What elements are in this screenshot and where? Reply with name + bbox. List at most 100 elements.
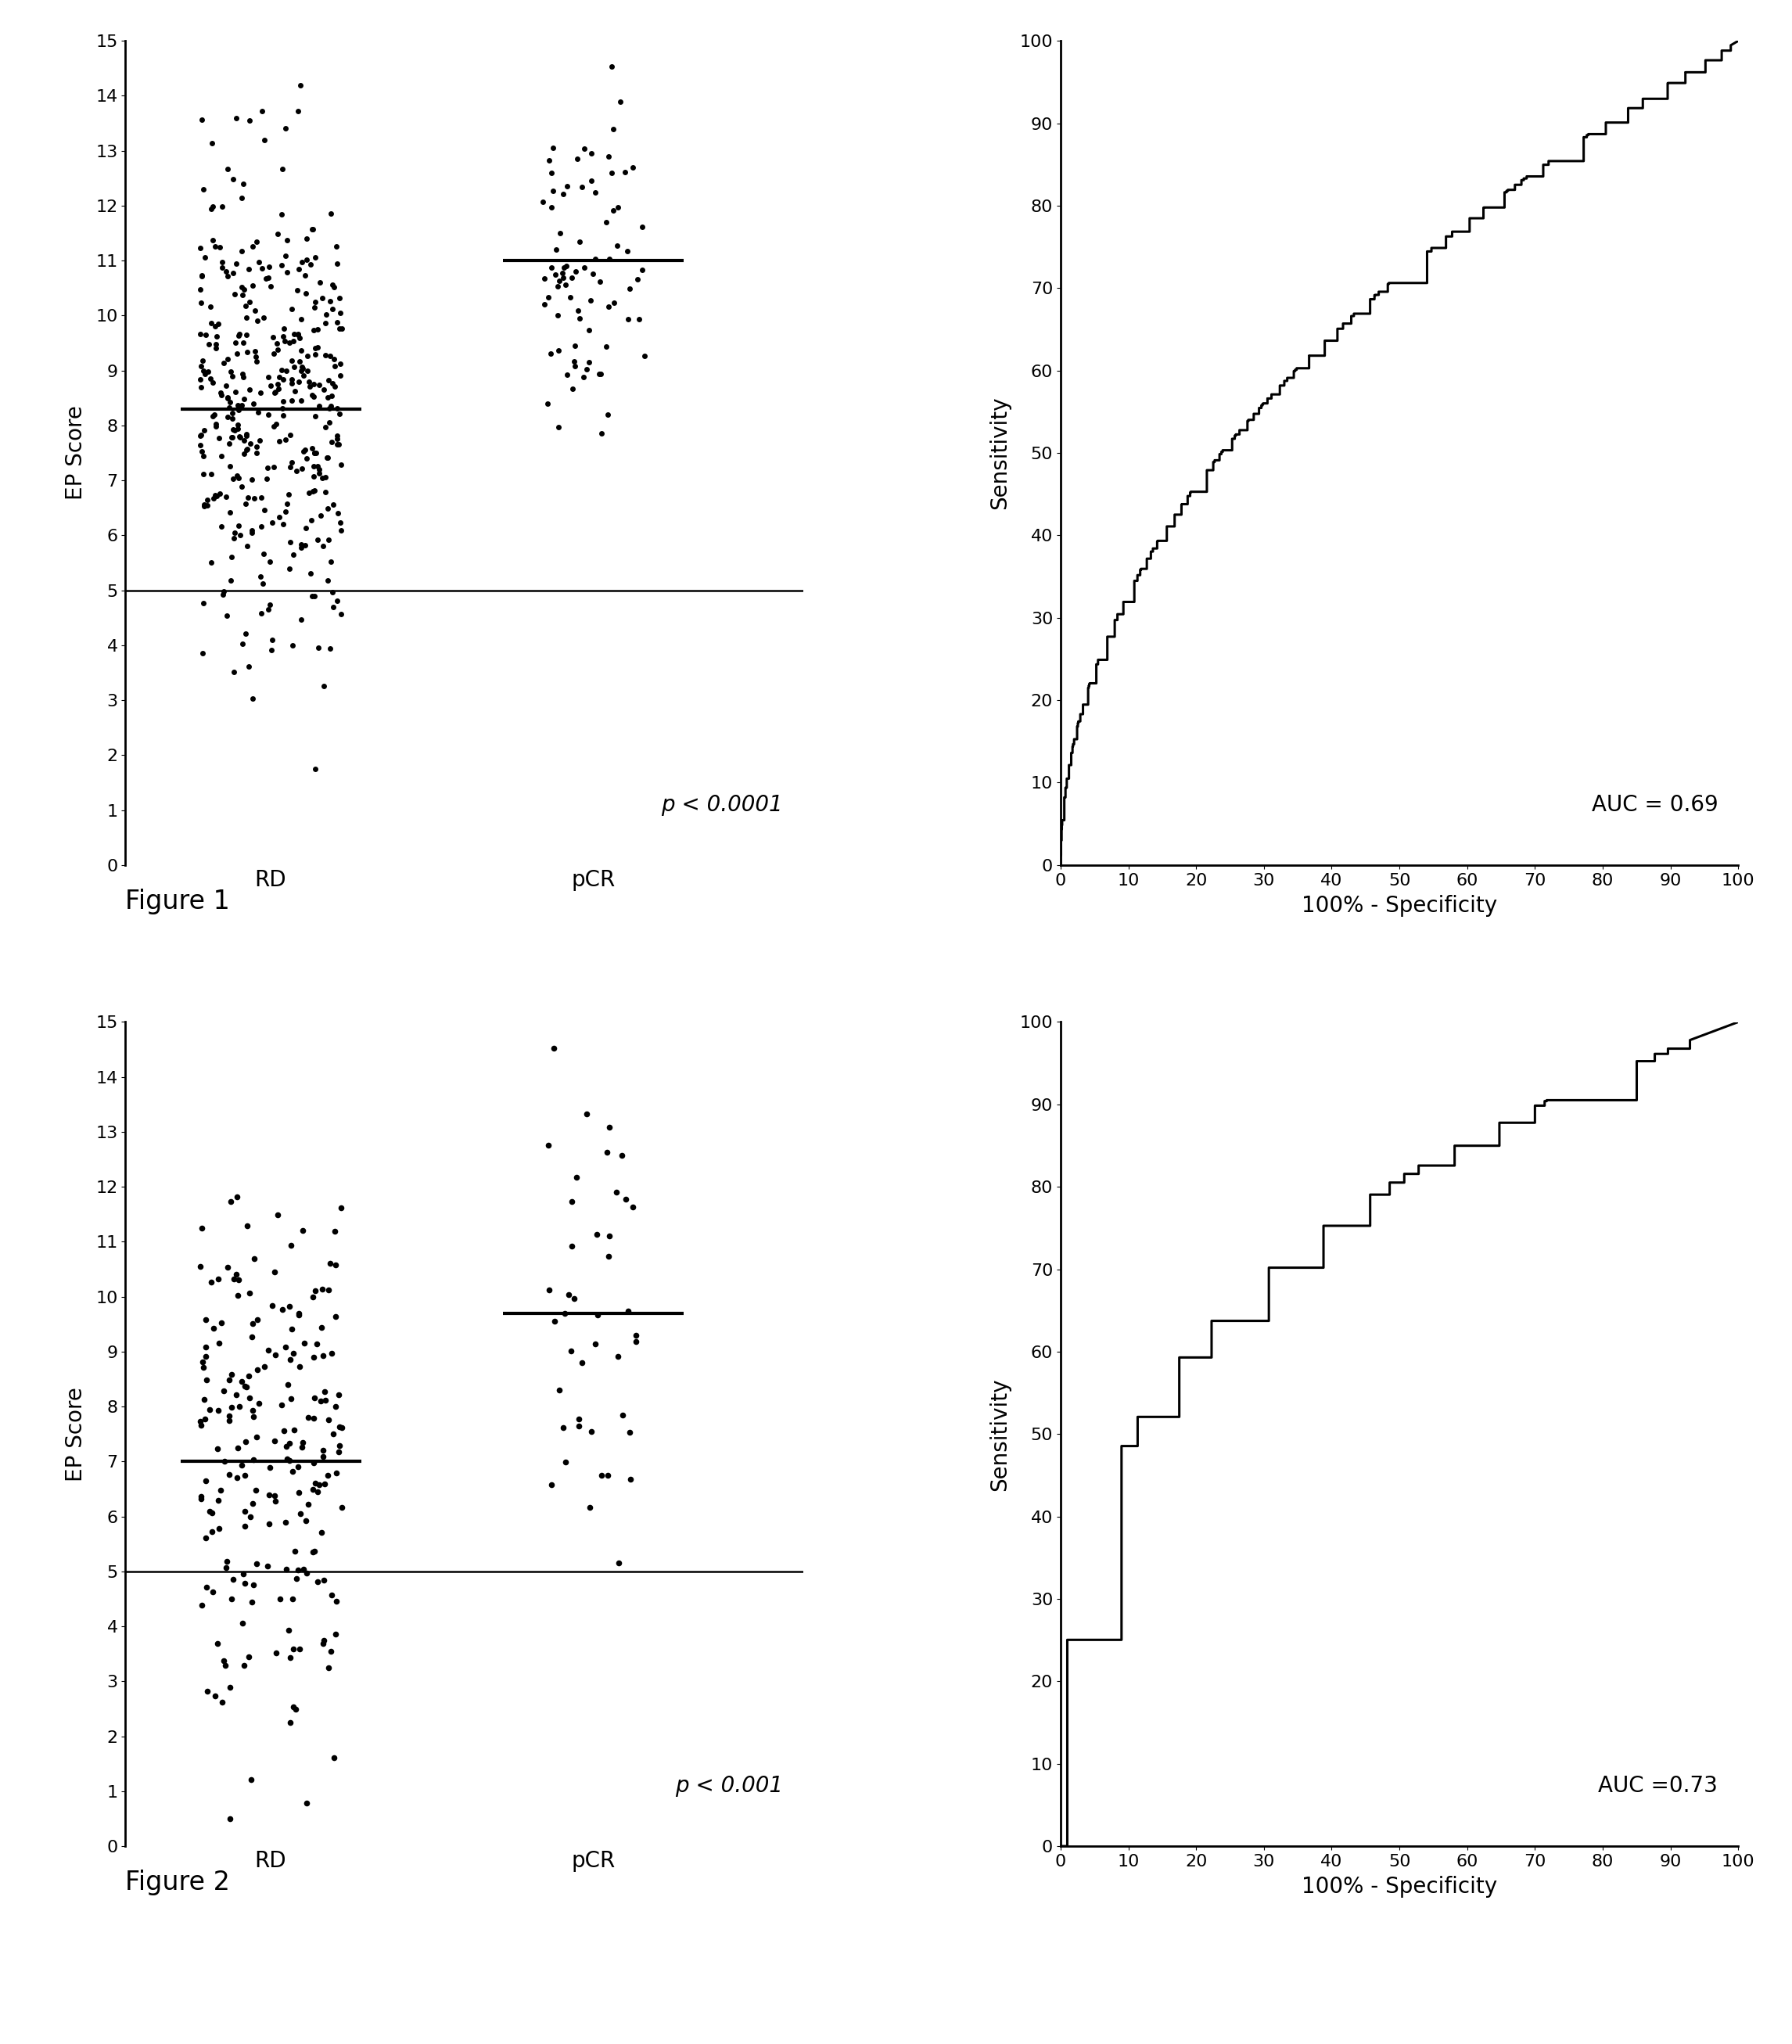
- Point: [584, 358, 613, 390]
- Point: [281, 456, 310, 489]
- Point: [611, 155, 640, 188]
- Point: [194, 489, 222, 521]
- Point: [319, 1419, 348, 1451]
- Point: [224, 319, 253, 352]
- Point: [186, 419, 215, 452]
- Point: [283, 1451, 312, 1484]
- Point: [564, 1402, 593, 1435]
- Point: [186, 350, 215, 382]
- Point: [310, 670, 339, 703]
- Text: p < 0.0001: p < 0.0001: [661, 793, 783, 816]
- Point: [254, 399, 283, 431]
- Point: [278, 630, 306, 662]
- Point: [186, 1408, 215, 1441]
- Point: [238, 1308, 267, 1341]
- Point: [192, 1572, 220, 1605]
- Point: [217, 1392, 246, 1425]
- Point: [606, 86, 634, 119]
- Point: [260, 1480, 289, 1513]
- Point: [595, 290, 624, 323]
- Point: [326, 448, 355, 480]
- Point: [247, 597, 276, 630]
- Point: [197, 546, 226, 578]
- Point: [256, 546, 285, 578]
- Point: [539, 174, 568, 206]
- Point: [204, 1394, 233, 1427]
- Point: [287, 354, 315, 386]
- Point: [253, 262, 281, 294]
- Point: [568, 170, 597, 202]
- Point: [263, 372, 292, 405]
- Point: [563, 1161, 591, 1194]
- Point: [228, 1607, 256, 1639]
- Point: [319, 272, 348, 305]
- Point: [285, 1298, 314, 1331]
- Point: [256, 589, 285, 621]
- Point: [188, 102, 217, 135]
- Point: [280, 325, 308, 358]
- Point: [305, 390, 333, 423]
- Point: [222, 337, 251, 370]
- Point: [310, 1564, 339, 1596]
- Point: [228, 235, 256, 268]
- Point: [228, 1365, 256, 1398]
- Y-axis label: EP Score: EP Score: [65, 405, 88, 501]
- Point: [326, 515, 355, 548]
- Point: [292, 442, 321, 474]
- Point: [530, 262, 559, 294]
- Point: [538, 157, 566, 190]
- Point: [217, 421, 246, 454]
- Point: [287, 384, 315, 417]
- Point: [206, 376, 235, 409]
- Point: [265, 425, 294, 458]
- Point: [220, 327, 249, 360]
- Point: [324, 1435, 353, 1468]
- Point: [251, 495, 280, 527]
- Point: [217, 356, 246, 388]
- Point: [564, 225, 593, 258]
- Point: [545, 264, 573, 296]
- Point: [283, 1553, 312, 1586]
- Point: [244, 1388, 272, 1421]
- Point: [303, 1566, 332, 1598]
- Point: [319, 343, 348, 376]
- Point: [326, 507, 355, 540]
- Point: [272, 223, 301, 256]
- Point: [315, 390, 344, 423]
- Point: [559, 345, 588, 378]
- Point: [323, 585, 351, 617]
- Point: [199, 366, 228, 399]
- Point: [244, 397, 272, 429]
- Point: [314, 493, 342, 525]
- Point: [229, 1568, 258, 1600]
- Point: [267, 354, 296, 386]
- Point: [548, 262, 577, 294]
- Point: [317, 292, 346, 325]
- Point: [314, 1404, 342, 1437]
- Point: [310, 1625, 339, 1658]
- Point: [211, 1551, 240, 1584]
- Point: [577, 284, 606, 317]
- Point: [581, 1329, 609, 1361]
- Point: [192, 1341, 220, 1374]
- Point: [283, 319, 312, 352]
- Point: [530, 288, 559, 321]
- Point: [213, 260, 242, 292]
- Point: [192, 319, 220, 352]
- Point: [609, 1398, 638, 1431]
- Point: [222, 1378, 251, 1410]
- Point: [217, 1582, 246, 1615]
- Point: [240, 1443, 269, 1476]
- Point: [618, 1190, 647, 1222]
- Point: [305, 456, 333, 489]
- Point: [233, 300, 262, 333]
- Point: [613, 1296, 642, 1329]
- Point: [215, 450, 244, 482]
- Point: [263, 327, 292, 360]
- Point: [308, 1273, 337, 1306]
- Point: [303, 450, 332, 482]
- Point: [192, 1363, 220, 1396]
- Point: [572, 354, 600, 386]
- Point: [208, 578, 237, 611]
- Point: [581, 243, 609, 276]
